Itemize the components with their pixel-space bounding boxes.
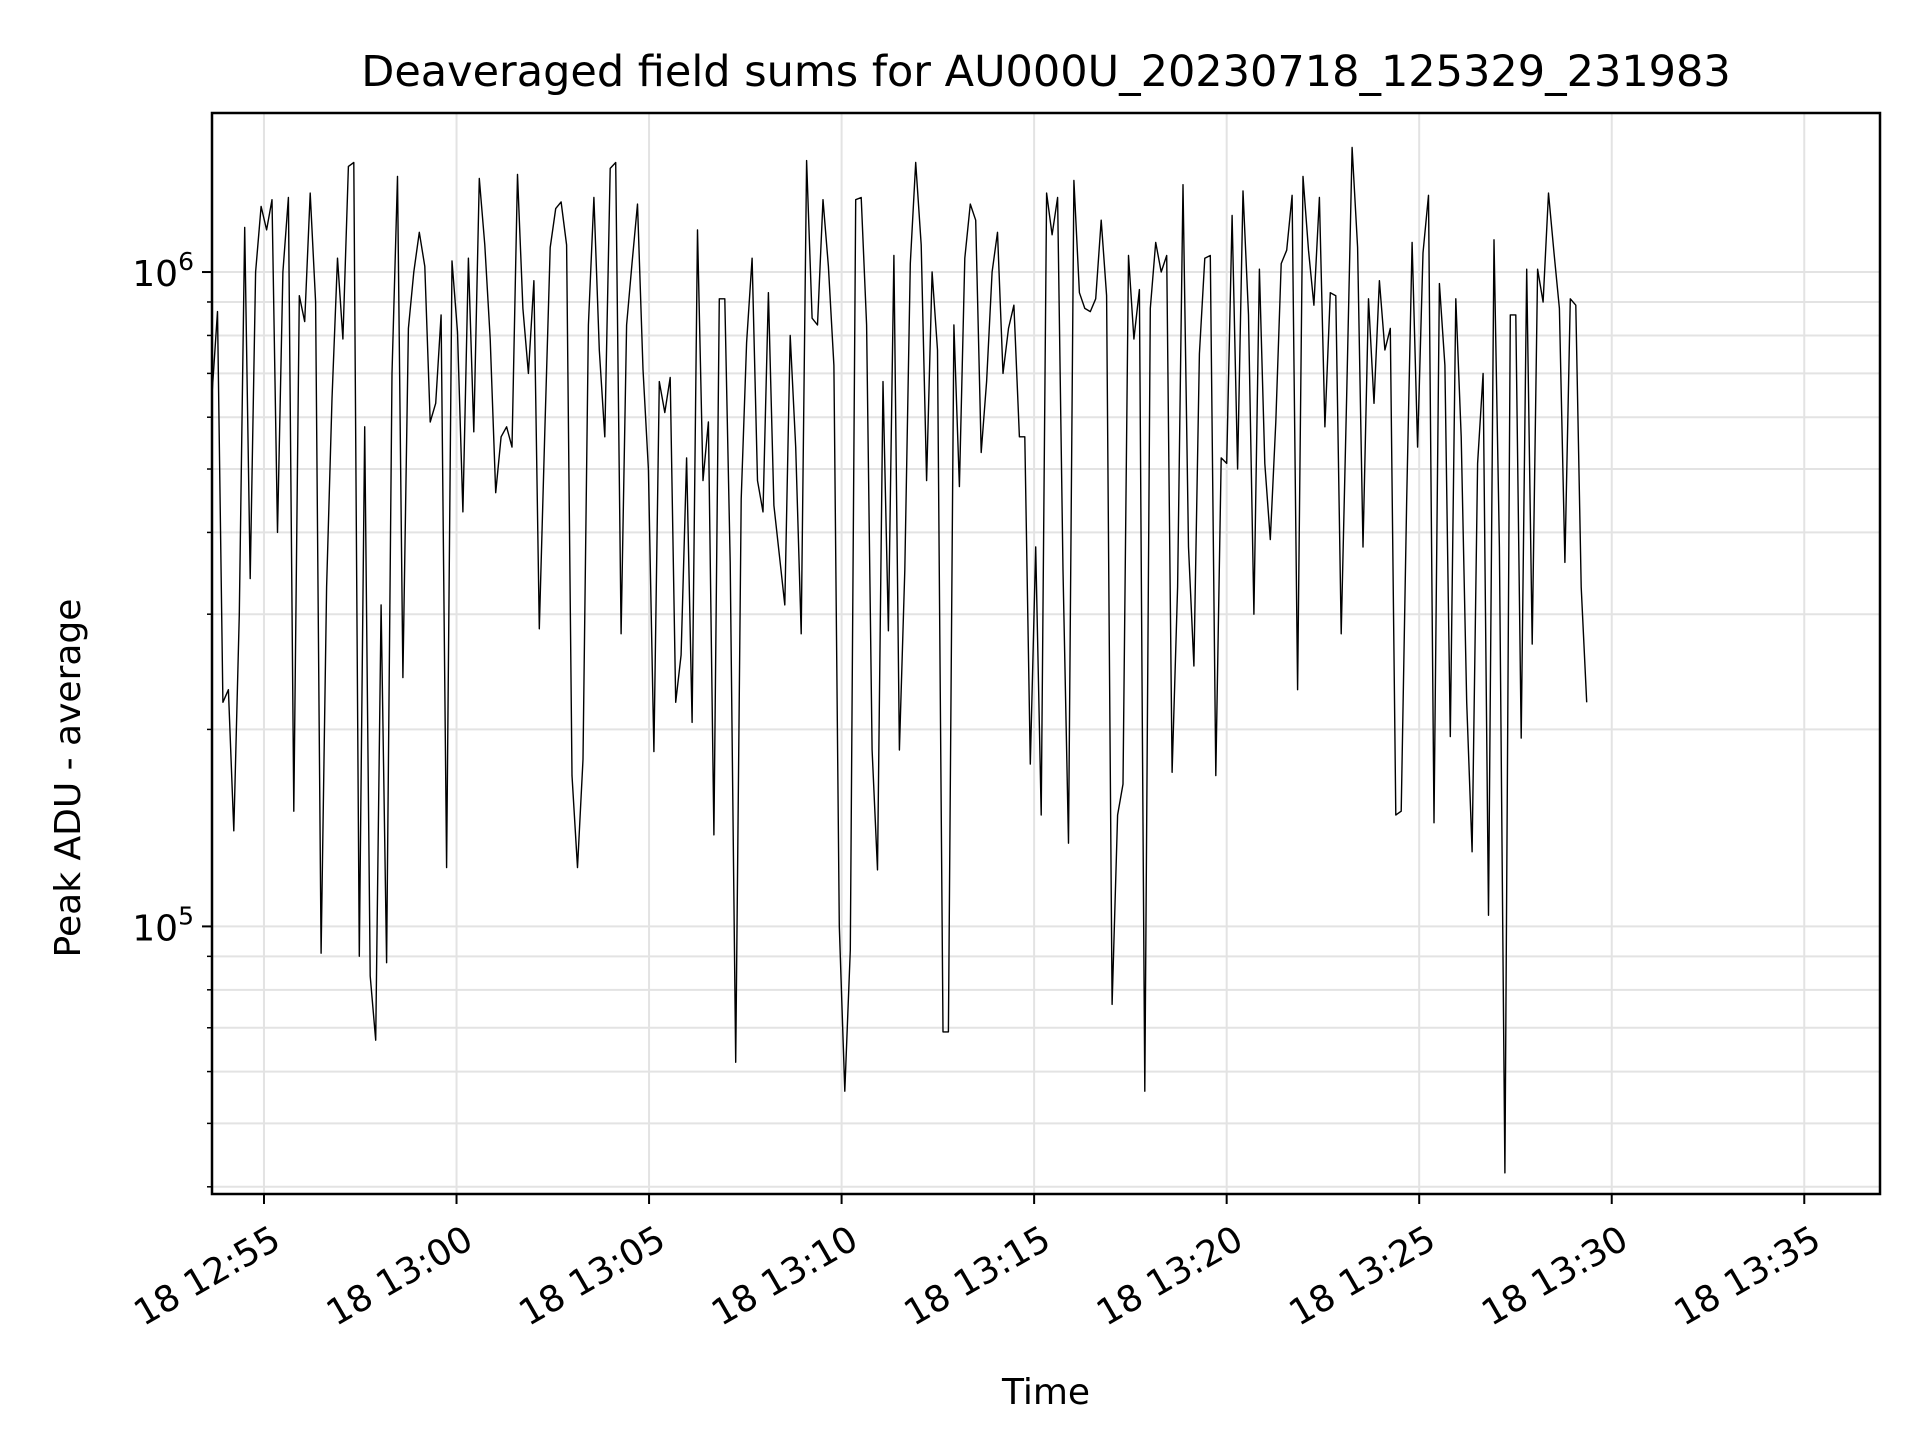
x-tick-label: 18 13:10: [705, 1218, 865, 1334]
chart-title: Deaveraged field sums for AU000U_2023071…: [361, 47, 1731, 97]
x-tick-label: 18 13:25: [1283, 1218, 1443, 1334]
y-tick-label: 106: [132, 247, 194, 295]
x-tick-label: 18 13:15: [897, 1218, 1057, 1334]
x-tick-label: 18 13:05: [512, 1218, 672, 1334]
y-axis-label: Peak ADU - average: [48, 599, 89, 958]
x-tick-label: 18 13:20: [1090, 1218, 1250, 1334]
x-axis-label: Time: [1001, 1372, 1090, 1413]
x-tick-label: 18 13:00: [320, 1218, 480, 1334]
series-line: [211, 146, 1588, 1174]
x-tick-label: 18 13:30: [1475, 1218, 1635, 1334]
x-tick-label: 18 13:35: [1668, 1218, 1828, 1334]
plot-area-frame: [210, 111, 1882, 1196]
y-axis: 105 106: [132, 247, 212, 1188]
y-tick-label: 105: [132, 901, 194, 949]
x-tick-label: 18 12:55: [127, 1218, 287, 1334]
x-axis: 18 12:55 18 13:00 18 13:05 18 13:10 18 13:15…: [127, 1194, 1828, 1334]
